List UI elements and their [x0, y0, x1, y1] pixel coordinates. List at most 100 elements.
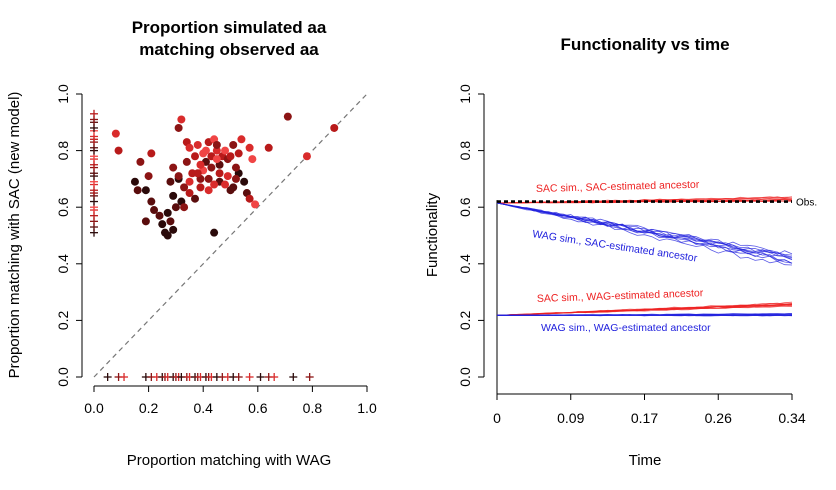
- right-y-tick-label: 0.0: [457, 367, 473, 387]
- right-annotation-sac-wag: SAC sim., WAG-estimated ancestor: [537, 287, 704, 305]
- left-y-tick-label: 0.6: [55, 197, 71, 217]
- left-scatter-point: [330, 123, 339, 132]
- right-x-tick-label: 0.09: [557, 410, 584, 426]
- right-series-line: [496, 202, 793, 266]
- right-series-line: [496, 304, 793, 316]
- left-x-tick-label: 0.2: [139, 400, 159, 416]
- left-scatter-point: [245, 194, 254, 203]
- left-scatter-point: [141, 186, 150, 195]
- left-scatter-point: [147, 197, 156, 206]
- left-scatter-point: [212, 140, 221, 149]
- left-scatter-point: [141, 217, 150, 226]
- left-scatter-point: [207, 163, 216, 172]
- left-scatter-point: [231, 174, 240, 183]
- left-x-tick-label: 0.8: [303, 400, 323, 416]
- right-series-line: [496, 313, 793, 316]
- left-scatter-point: [185, 189, 194, 198]
- left-scatter-point: [182, 157, 191, 166]
- left-scatter-point: [180, 183, 189, 192]
- left-scatter-point: [111, 129, 120, 138]
- left-scatter-point: [221, 146, 230, 155]
- left-scatter-point: [193, 140, 202, 149]
- left-scatter-point: [150, 206, 159, 215]
- right-y-axis-label: Functionality: [424, 192, 441, 277]
- left-scatter-point: [251, 200, 260, 209]
- right-chart-title: Functionality vs time: [560, 35, 729, 54]
- left-scatter-point: [163, 208, 172, 217]
- right-x-tick-label: 0.34: [778, 410, 805, 426]
- left-y-tick-label: 0.2: [55, 310, 71, 330]
- left-scatter-point: [201, 146, 210, 155]
- left-scatter-point: [248, 155, 257, 164]
- right-y-tick-label: 0.6: [457, 197, 473, 217]
- left-chart-title-line-2: matching observed aa: [139, 40, 319, 59]
- left-scatter-point: [174, 123, 183, 132]
- left-scatter-point: [185, 177, 194, 186]
- left-scatter-point: [196, 160, 205, 169]
- left-chart: Proportion simulated aa matching observe…: [6, 18, 377, 469]
- right-chart: Functionality vs time 0 0.09 0.17 0.26 0.340…: [424, 35, 817, 469]
- left-plot-area: 0.0 0.2 0.4 0.6 0.8 1.0 0.0 0.2 0.4 0.6 0.8 1.0: [55, 84, 377, 416]
- right-x-tick-label: 0.26: [705, 410, 732, 426]
- left-scatter-point: [212, 146, 221, 155]
- left-scatter-point: [231, 163, 240, 172]
- right-x-axis-label: Time: [629, 452, 662, 469]
- left-scatter-point: [264, 143, 273, 152]
- right-plot-area: 0 0.09 0.17 0.26 0.34 0.0 0.2 0.4 0.6 0.8 1.0 Obs. S…: [457, 84, 817, 426]
- left-scatter-point: [245, 143, 254, 152]
- left-scatter-point: [226, 152, 235, 161]
- left-scatter-point: [177, 115, 186, 124]
- right-x-tick-label: 0.17: [631, 410, 658, 426]
- left-scatter-point: [114, 146, 123, 155]
- left-scatter-point: [166, 177, 175, 186]
- left-scatter-point: [193, 169, 202, 178]
- left-y-tick-label: 0.4: [55, 254, 71, 274]
- left-x-axis-label: Proportion matching with WAG: [127, 452, 332, 469]
- right-y-tick-label: 0.4: [457, 254, 473, 274]
- left-scatter-point: [223, 172, 232, 181]
- left-scatter-point: [158, 220, 167, 229]
- left-x-tick-label: 0.0: [84, 400, 104, 416]
- right-series-line: [496, 202, 793, 261]
- left-scatter-point: [240, 177, 249, 186]
- left-scatter-point: [155, 211, 164, 220]
- left-scatter-point: [221, 180, 230, 189]
- right-y-tick-label: 0.2: [457, 310, 473, 330]
- left-scatter-point: [130, 177, 139, 186]
- right-y-tick-label: 1.0: [457, 84, 473, 104]
- left-scatter-point: [302, 152, 311, 161]
- left-x-tick-label: 0.6: [248, 400, 268, 416]
- right-observed-label: Obs.: [796, 198, 817, 209]
- right-annotation-sac-sac: SAC sim., SAC-estimated ancestor: [536, 179, 700, 195]
- left-scatter-point: [171, 203, 180, 212]
- right-annotation-wag-wag: WAG sim., WAG-estimated ancestor: [541, 322, 711, 334]
- left-scatter-point: [237, 135, 246, 144]
- left-scatter-point: [185, 143, 194, 152]
- left-scatter-point: [196, 183, 205, 192]
- left-scatter-point: [180, 203, 189, 212]
- left-scatter-point: [210, 180, 219, 189]
- left-identity-line: [93, 93, 368, 378]
- left-scatter-point: [283, 112, 292, 121]
- left-y-tick-label: 0.0: [55, 367, 71, 387]
- left-scatter-point: [191, 152, 200, 161]
- right-x-tick-label: 0: [493, 410, 501, 426]
- left-scatter-point: [229, 140, 238, 149]
- left-scatter-point: [204, 186, 213, 195]
- left-x-tick-label: 1.0: [357, 400, 377, 416]
- left-scatter-point: [212, 155, 221, 164]
- left-scatter-point: [166, 217, 175, 226]
- left-scatter-point: [163, 231, 172, 240]
- left-scatter-point: [234, 149, 243, 158]
- left-y-axis-label: Proportion matching with SAC (new model): [6, 92, 23, 379]
- right-y-tick-label: 0.8: [457, 141, 473, 161]
- left-x-tick-label: 0.4: [193, 400, 213, 416]
- left-scatter-point: [210, 228, 219, 237]
- left-scatter-point: [204, 174, 213, 183]
- left-scatter-point: [169, 225, 178, 234]
- left-scatter-point: [191, 194, 200, 203]
- left-y-tick-label: 1.0: [55, 84, 71, 104]
- left-scatter-point: [147, 149, 156, 158]
- left-scatter-point: [174, 172, 183, 181]
